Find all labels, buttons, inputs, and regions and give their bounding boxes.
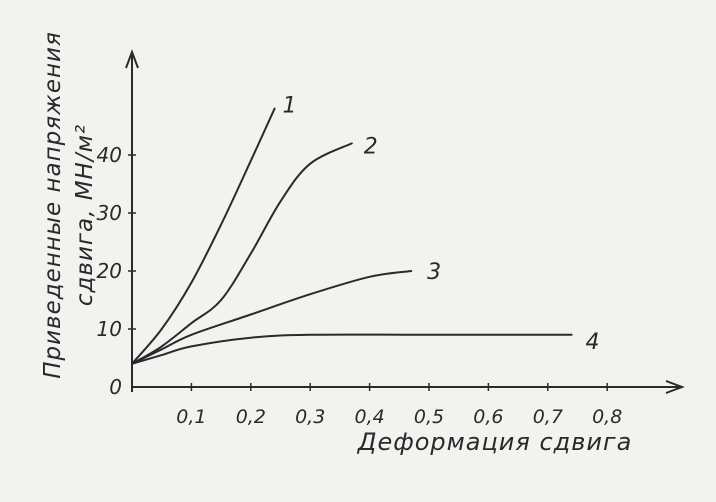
y-tick-label: 30: [97, 201, 122, 225]
series-line-4: [131, 333, 573, 365]
series-label-3: 3: [427, 260, 441, 285]
x-tick-label: 0,3: [295, 406, 325, 428]
x-tick-label: 0,5: [414, 406, 444, 428]
x-ticks: 0,1 0,2 0,3 0,4 0,5 0,6 0,7 0,8: [176, 383, 622, 428]
series-line-2: [131, 142, 353, 365]
x-axis-arrow: [665, 380, 685, 394]
x-tick-label: 0,4: [354, 406, 384, 428]
y-ticks: 0 10 20 30 40: [97, 143, 136, 399]
series-label-2: 2: [364, 134, 378, 159]
x-tick-label: 0,7: [533, 406, 563, 428]
y-axis-label-line2: сдвига, МН/м²: [72, 124, 98, 306]
series-line-1: [131, 107, 276, 365]
series-line-3: [131, 270, 413, 365]
series-layer: [131, 107, 573, 365]
y-axis-arrow: [125, 49, 139, 69]
y-tick-label: 20: [97, 259, 122, 283]
series-label-1: 1: [283, 94, 297, 119]
x-tick-label: 0,6: [473, 406, 503, 428]
x-tick-label: 0,2: [236, 406, 266, 428]
series-labels: 1 2 3 4: [283, 94, 600, 355]
y-axis-label-line1: Приведенные напряжения: [40, 31, 66, 379]
x-tick-label: 0,1: [176, 406, 206, 428]
y-tick-label: 40: [97, 143, 122, 167]
x-tick-label: 0,8: [592, 406, 622, 428]
series-label-4: 4: [586, 330, 600, 355]
axes: [125, 49, 685, 394]
y-tick-label: 10: [97, 317, 122, 341]
x-axis-label: Деформация сдвига: [357, 428, 633, 456]
y-tick-label: 0: [109, 375, 122, 399]
